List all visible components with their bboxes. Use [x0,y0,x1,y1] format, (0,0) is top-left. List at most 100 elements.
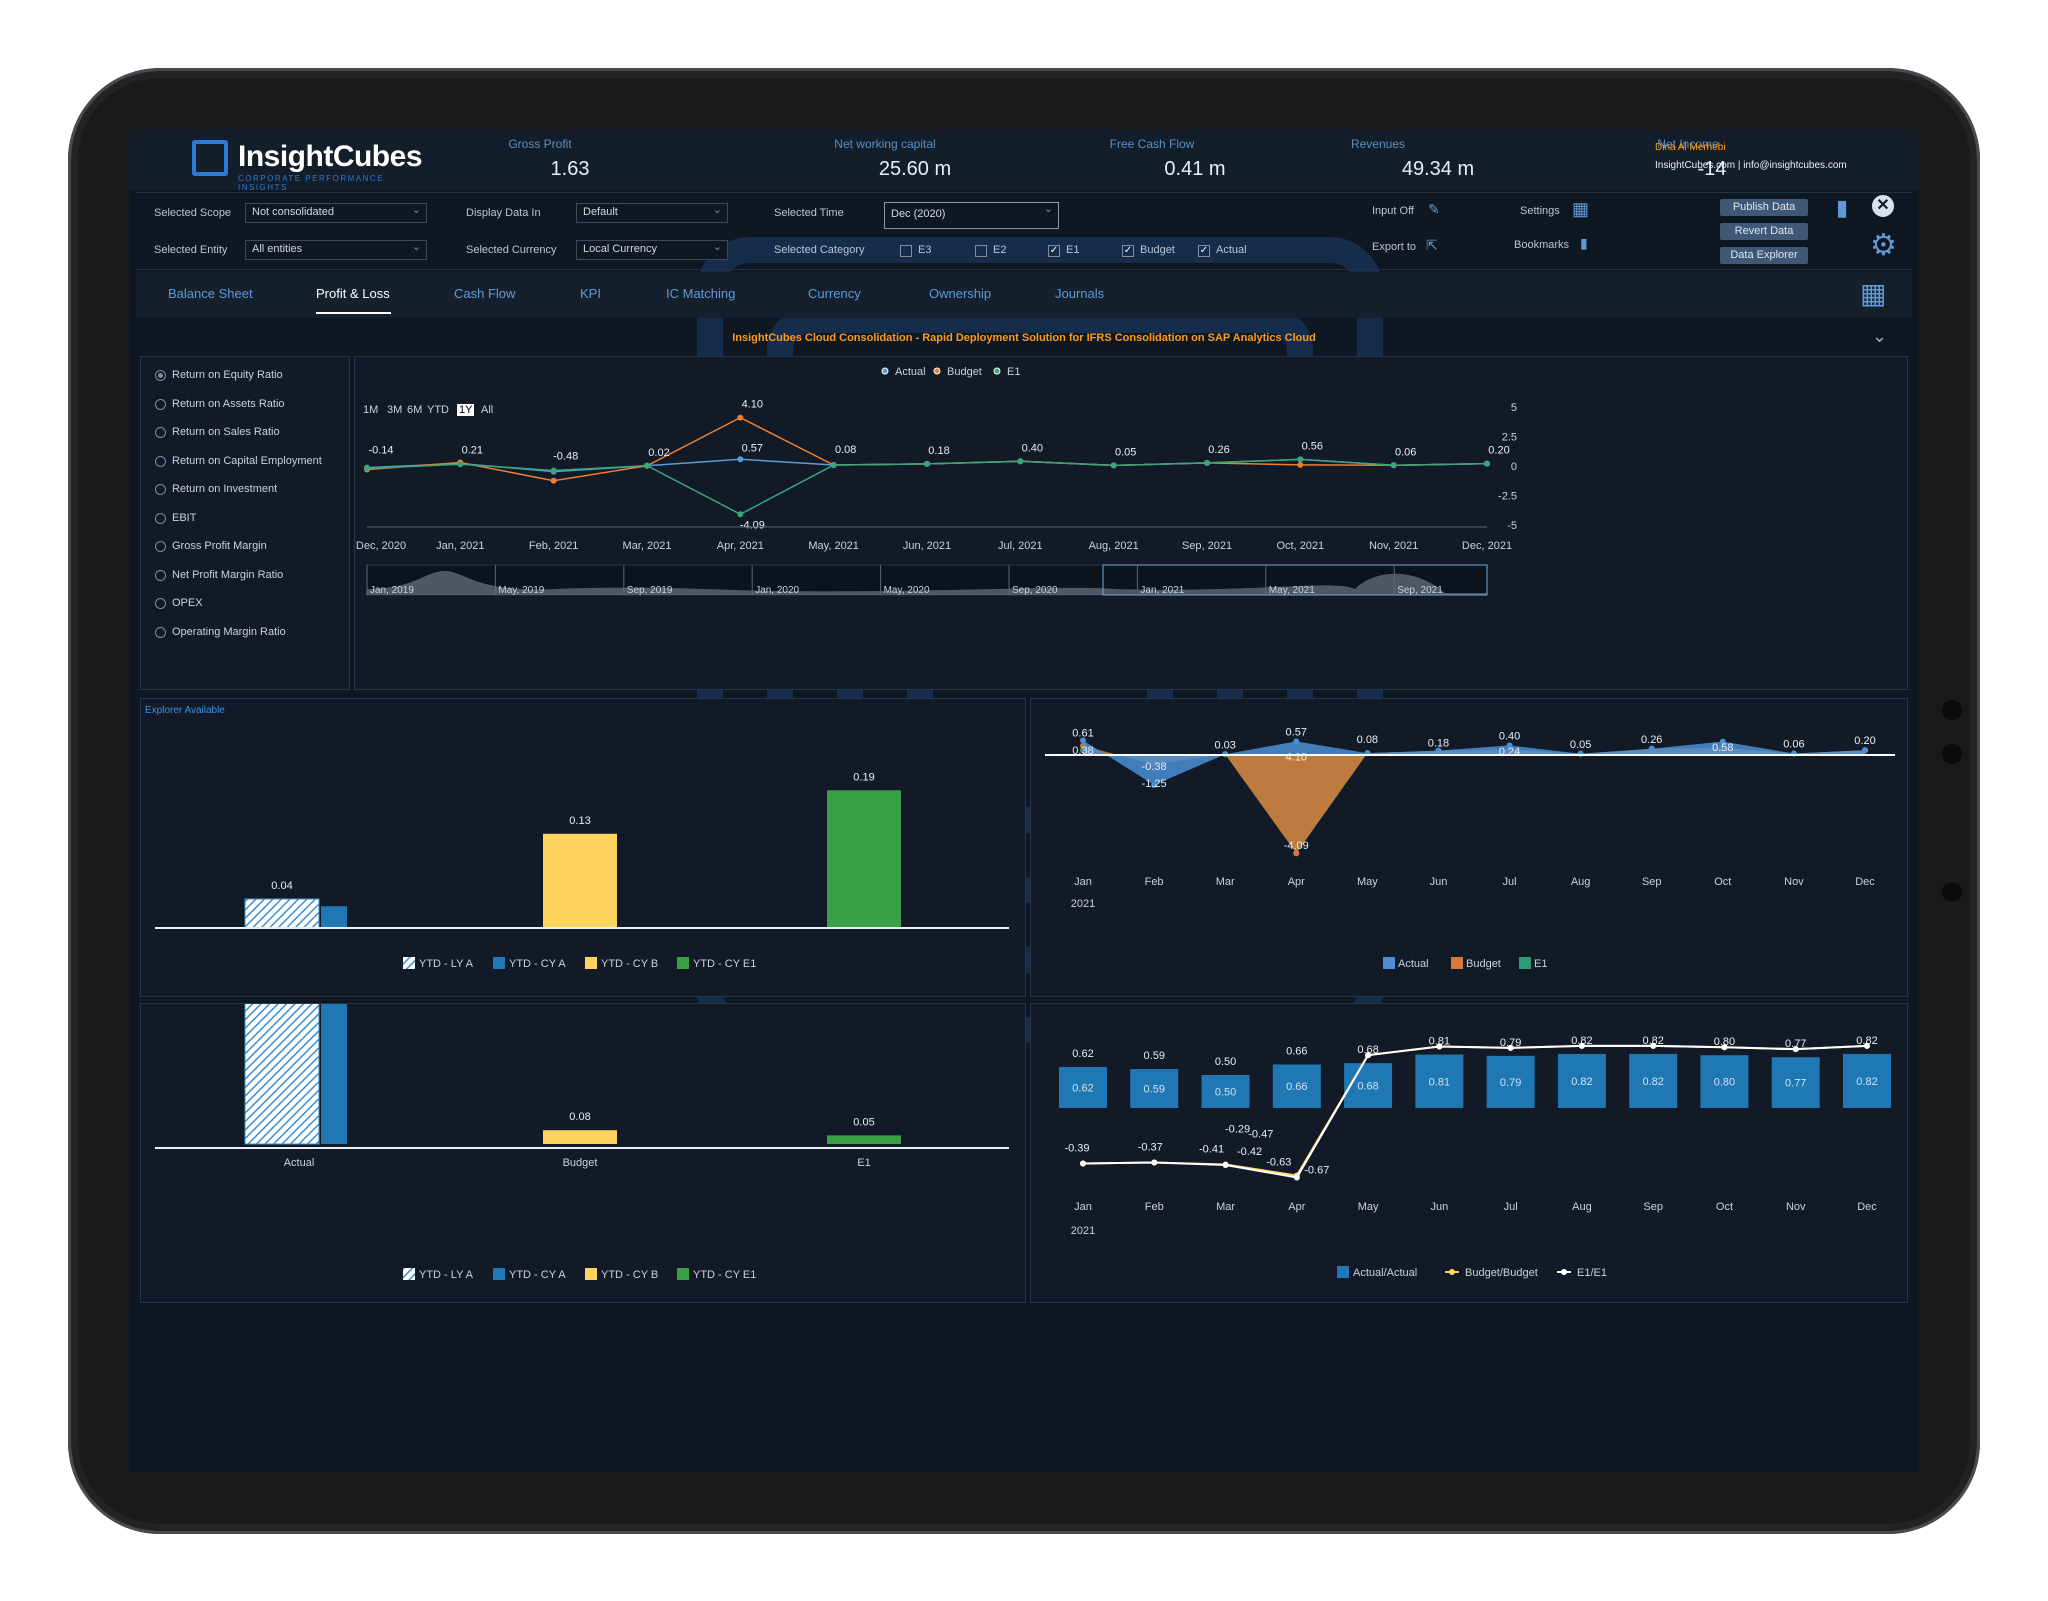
radio-selected-icon[interactable] [155,369,166,381]
checkbox[interactable] [900,245,912,257]
radio-icon[interactable] [155,455,166,467]
radio-icon[interactable] [155,569,166,581]
scope-dropdown[interactable]: Not consolidated [245,203,427,223]
tab-profit-loss[interactable]: Profit & Loss [316,286,390,301]
ratio-option[interactable]: Gross Profit Margin [155,540,267,552]
range-button[interactable]: All [481,404,494,416]
entity-dropdown[interactable]: All entities [245,240,427,260]
data-point [1365,1052,1372,1059]
x-year-label: 2021 [1071,898,1095,910]
radio-icon[interactable] [155,512,166,524]
user-contact[interactable]: InsightCubes.com | info@insightcubes.com [1655,160,1847,171]
ratio-option[interactable]: OPEX [155,597,203,609]
ytd-bar-chart[interactable]: 0.04 0.13 0.19 YTD - LY A YTD - CY A YTD - CY… [141,699,1027,998]
x-tick-label: May [1358,1201,1379,1213]
gear-icon[interactable]: ⚙ [1870,229,1897,262]
data-point [1578,1042,1585,1049]
tab-ownership[interactable]: Ownership [929,286,992,301]
range-button[interactable]: 3M [387,404,403,416]
revert-data-button[interactable]: Revert Data [1720,223,1808,240]
data-label: 0.40 [1022,442,1043,454]
x-tick-label: May, 2021 [808,540,859,552]
x-year-label: 2021 [1071,1225,1095,1237]
radio-icon[interactable] [155,426,166,438]
chevron-down-icon[interactable]: ⌄ [1872,326,1888,346]
trend-line-chart[interactable]: Actual Budget E1 5 2.5 0 -2.5 -5 -0.14 0.21 -0.48 0… [355,357,1909,691]
ratio-option[interactable]: Return on Capital Employment [155,455,322,467]
publish-data-button[interactable]: Publish Data [1720,199,1808,216]
x-tick-label: E1 [857,1157,870,1169]
bar-value-label: 0.59 [1144,1050,1165,1062]
legend-swatch [1519,957,1531,969]
tab-cash-flow[interactable]: Cash Flow [454,286,516,301]
brand-tagline: CORPORATE PERFORMANCE INSIGHTS [238,174,385,192]
radio-icon[interactable] [155,540,166,552]
radio-icon[interactable] [155,597,166,609]
display-dropdown[interactable]: Default [576,203,728,223]
ratio-label: Return on Capital Employment [172,455,322,467]
table-grid-icon[interactable]: ▦ [1860,278,1887,309]
check-icon[interactable]: ✓ [1198,245,1210,257]
radio-icon[interactable] [155,398,166,410]
ratio-option[interactable]: EBIT [155,512,196,524]
bookmarks-label[interactable]: Bookmarks [1514,239,1570,251]
close-icon[interactable]: ✕ [1872,195,1894,217]
legend-marker [881,367,889,375]
tab-journals[interactable]: Journals [1055,286,1105,301]
book-icon[interactable]: ▮ [1836,195,1849,220]
range-button[interactable]: 6M [407,404,423,416]
radio-icon[interactable] [155,626,166,638]
filter-bar: Selected Scope Not consolidated Selected… [136,192,1912,270]
currency-dropdown[interactable]: Local Currency [576,240,728,260]
export-icon[interactable]: ⇱ [1426,237,1438,253]
check-icon[interactable]: ✓ [1048,245,1060,257]
series-line [1082,1044,1868,1177]
settings-label[interactable]: Settings [1520,205,1560,217]
data-label: -1.25 [1142,778,1167,790]
check-icon[interactable]: ✓ [1122,245,1134,257]
ratio-combo-chart[interactable]: 0.62 0.62 0.59 0.59 0.50 0.50 0.66 0.66 0.68 0.68… [1031,1004,1909,1304]
data-point [1864,1042,1870,1049]
checkbox-label: Budget [1140,244,1175,256]
bar-inner-label: 0.81 [1429,1076,1450,1088]
monthly-area-chart[interactable]: 0.61 0.38 -0.38 -1.25 0.03 0.57 4.10 -4.09 0.08 0… [1031,699,1909,998]
export-label[interactable]: Export to [1372,241,1417,253]
range-button[interactable]: YTD [427,404,449,416]
data-explorer-button[interactable]: Data Explorer [1720,247,1808,264]
ratio-option[interactable]: Return on Assets Ratio [155,398,285,410]
explorer-note[interactable]: Explorer Available [145,705,225,716]
ratio-option[interactable]: Net Profit Margin Ratio [155,569,283,581]
kpi-value: 49.34 m [1401,158,1475,180]
range-button-active[interactable]: 1Y [457,404,475,416]
bookmark-icon[interactable]: ▮ [1580,235,1588,251]
time-input[interactable]: Dec (2020) [884,202,1059,229]
ratio-option[interactable]: Return on Investment [155,483,277,495]
radio-icon[interactable] [155,483,166,495]
tab-ic-matching[interactable]: IC Matching [666,286,736,301]
bar-value-label: 0.82 [1642,1035,1663,1047]
legend-swatch [677,1268,689,1280]
line-value-label: -0.63 [1266,1157,1291,1169]
ratio-option[interactable]: Operating Margin Ratio [155,626,286,638]
legend-swatch [1451,957,1463,969]
banner-title: InsightCubes Cloud Consolidation - Rapid… [732,332,1316,344]
tab-currency[interactable]: Currency [808,286,861,301]
legend-label: Actual [1398,958,1429,970]
tab-balance-sheet[interactable]: Balance Sheet [168,286,253,301]
tab-kpi[interactable]: KPI [580,286,601,301]
settings-grid-icon[interactable]: ▦ [1572,199,1590,219]
pencil-icon[interactable]: ✎ [1428,201,1440,217]
data-label: -0.14 [368,445,393,457]
ratio-option[interactable]: Return on Equity Ratio [155,369,283,381]
x-tick-label: Sep, 2021 [1182,540,1232,552]
checkbox[interactable] [975,245,987,257]
y-tick-label: -2.5 [1498,491,1517,503]
app-screen: InsightCubes CORPORATE PERFORMANCE INSIG… [130,130,1918,1472]
button-dot [1942,744,1962,764]
data-point [644,462,650,469]
input-off-label[interactable]: Input Off [1372,205,1414,217]
user-name[interactable]: Dina Al Merhebi [1655,142,1726,153]
range-button[interactable]: 1M [363,404,379,416]
ratio-option[interactable]: Return on Sales Ratio [155,426,280,438]
